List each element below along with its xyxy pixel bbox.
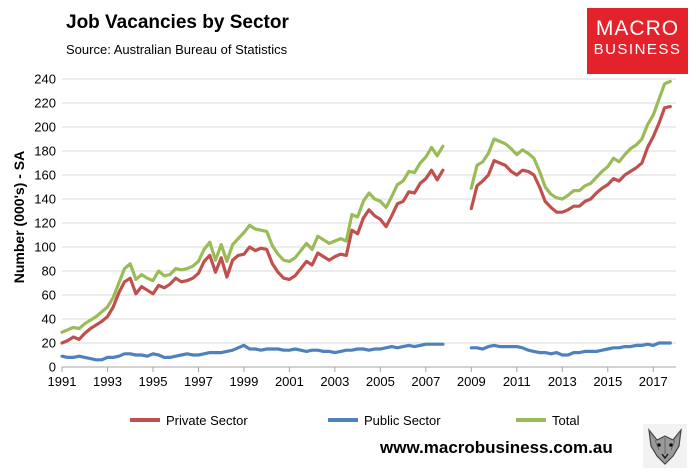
x-tick-label: 2001 <box>275 374 304 389</box>
gridlines <box>62 78 676 368</box>
x-tick-label: 2003 <box>320 374 349 389</box>
x-tick-label: 1995 <box>139 374 168 389</box>
legend-total[interactable]: Total <box>516 412 579 428</box>
y-tick-label: 180 <box>34 144 56 159</box>
y-axis-label: Number (000's) - SA <box>11 151 27 283</box>
legend-label-private: Private Sector <box>166 412 248 428</box>
y-tick-label: 140 <box>34 192 56 207</box>
chart-title: Job Vacancies by Sector <box>66 12 289 33</box>
wolf-icon <box>643 424 687 468</box>
axes: 0 20 40 60 80 100 120 140 160 180 200 220 240 1991 199… <box>34 72 676 389</box>
footer-website-link[interactable]: www.macrobusiness.com.au <box>380 438 613 457</box>
series-line-public-sector <box>60 341 672 362</box>
x-tick-label: 2007 <box>411 374 440 389</box>
y-tick-label: 200 <box>34 120 56 135</box>
x-tick-label: 2009 <box>457 374 486 389</box>
series-line-total <box>60 79 672 334</box>
x-tick-label: 2013 <box>548 374 577 389</box>
legend-swatch-total <box>516 418 546 422</box>
logo-line-2: BUSINESS <box>593 41 682 58</box>
x-tick-label: 2015 <box>593 374 622 389</box>
macrobusiness-logo[interactable]: MACRO BUSINESS <box>587 8 688 74</box>
series-lines <box>60 79 672 362</box>
x-tick-label: 1997 <box>184 374 213 389</box>
legend-public-sector[interactable]: Public Sector <box>328 412 441 428</box>
legend-swatch-private <box>130 418 160 422</box>
x-tick-label: 1991 <box>48 374 77 389</box>
x-tick-label: 1999 <box>229 374 258 389</box>
y-tick-label: 240 <box>34 72 56 87</box>
legend-swatch-public <box>328 418 358 422</box>
y-tick-label: 160 <box>34 168 56 183</box>
x-tick-label: 2011 <box>503 374 531 389</box>
y-tick-label: 20 <box>42 336 56 351</box>
legend-label-public: Public Sector <box>364 412 441 428</box>
y-tick-label: 100 <box>34 240 56 255</box>
x-tick-label: 2005 <box>366 374 395 389</box>
y-tick-label: 220 <box>34 96 56 111</box>
chart-subtitle: Source: Australian Bureau of Statistics <box>66 42 288 57</box>
logo-line-1: MACRO <box>595 17 680 40</box>
y-tick-label: 0 <box>49 360 56 375</box>
x-tick-label: 2017 <box>639 374 668 389</box>
x-tick-label: 1993 <box>93 374 122 389</box>
y-tick-label: 120 <box>34 216 56 231</box>
series-line-private-sector <box>60 105 672 345</box>
y-tick-label: 80 <box>42 264 56 279</box>
legend-label-total: Total <box>552 412 580 428</box>
y-tick-label: 40 <box>42 312 56 327</box>
y-tick-label: 60 <box>42 288 56 303</box>
legend-private-sector[interactable]: Private Sector <box>130 412 248 428</box>
